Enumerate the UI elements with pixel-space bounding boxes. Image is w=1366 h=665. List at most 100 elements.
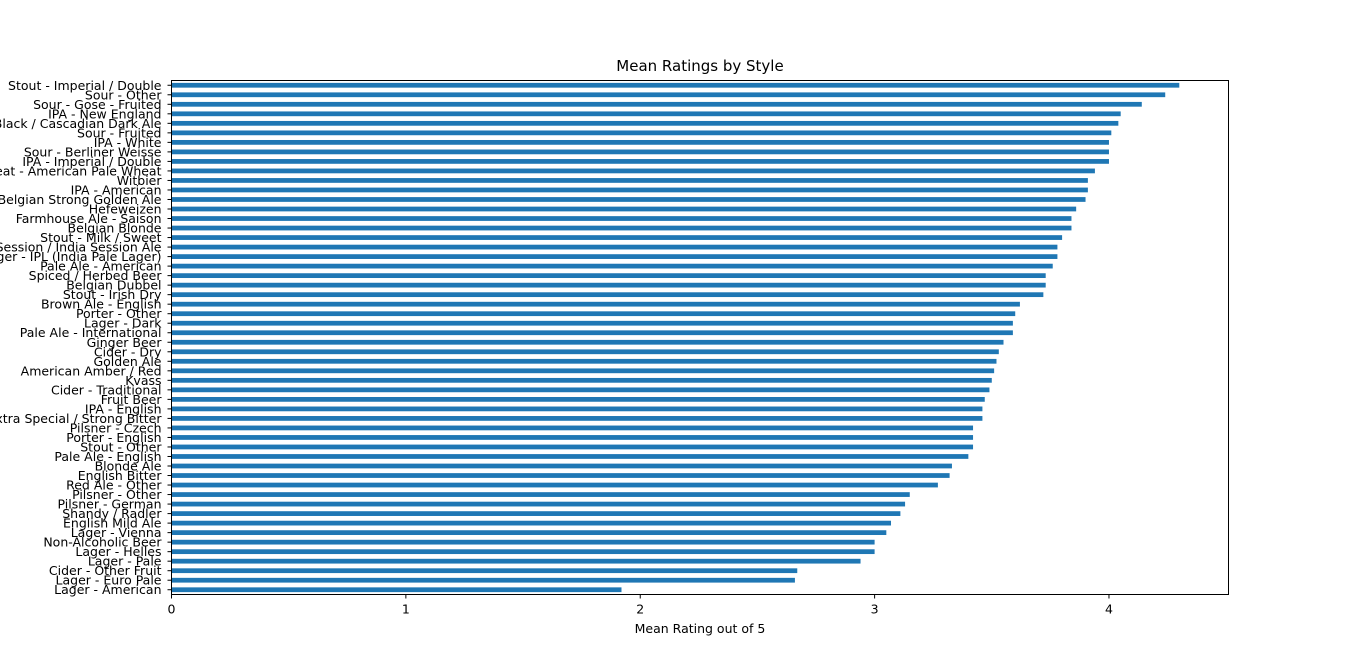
bar: [171, 530, 887, 536]
y-tick-label: Sour - Gose - Fruited: [33, 97, 161, 112]
bar: [171, 235, 1063, 240]
x-tick-label: 1: [402, 602, 410, 617]
bar: [171, 92, 1166, 98]
y-tick-label: IPA - Imperial / Double: [22, 154, 161, 169]
x-axis-label: Mean Rating out of 5: [635, 621, 766, 636]
y-tick-label: Stout - Milk / Sweet: [40, 230, 161, 245]
y-tick-label: Lager - Helles: [75, 544, 161, 559]
bar: [171, 482, 938, 488]
bar: [171, 463, 952, 469]
y-tick-label: Cider - Other Fruit: [49, 563, 162, 578]
bar: [171, 396, 985, 402]
y-tick-label: Porter - Other: [76, 306, 162, 321]
bar: [171, 520, 892, 526]
bar: [171, 206, 1077, 212]
bar: [171, 587, 622, 593]
y-tick-label: IPA - American: [71, 182, 162, 197]
y-tick-label: Belgian Blonde: [68, 221, 162, 236]
y-tick-label: Session / India Session Ale: [0, 240, 162, 255]
bar: [171, 301, 1020, 307]
y-tick-label: IPA - White: [94, 135, 162, 150]
y-tick-label: Sour - Other: [85, 87, 162, 102]
bar: [171, 358, 997, 364]
y-tick-label: IPA - New England: [48, 106, 161, 121]
y-tick-label: Black / Cascadian Dark Ale: [0, 116, 162, 131]
bar: [171, 473, 950, 478]
bar: [171, 577, 795, 583]
y-tick-label: Brown Ale - English: [41, 297, 162, 312]
bar: [171, 159, 1109, 164]
y-tick-label: Shandy / Radler: [62, 506, 162, 521]
y-tick-label: Sour - Berliner Weisse: [24, 144, 162, 159]
bar: [171, 339, 1004, 345]
bar: [171, 120, 1119, 126]
x-axis-ticks: 0 1 2 3 4: [168, 594, 1113, 617]
bar: [171, 425, 974, 431]
bar: [171, 406, 983, 412]
bar: [171, 168, 1095, 174]
y-tick-label: Hefeweizen: [89, 202, 162, 217]
y-tick-label: Pale Ale - English: [54, 449, 161, 464]
x-tick-label: 0: [168, 602, 176, 617]
bar: [171, 387, 990, 393]
y-tick-label: Cider - Traditional: [51, 382, 162, 397]
bar: [171, 549, 875, 555]
y-tick-label: Pilsner - Other: [72, 487, 162, 502]
y-tick-label: Stout - Irish Dry: [63, 287, 162, 302]
y-tick-label: Lager - Dark: [84, 316, 162, 331]
y-tick-label: Lager - American: [54, 582, 161, 597]
y-tick-label: Belgian Strong Golden Ale: [0, 192, 162, 207]
bar: [171, 139, 1109, 145]
y-tick-label: Ginger Beer: [87, 335, 163, 350]
y-tick-label: Fruit Beer: [101, 392, 163, 407]
bar: [171, 558, 861, 564]
y-tick-label: Cider - Dry: [94, 344, 162, 359]
y-tick-label: Belgian Dubbel: [66, 278, 161, 293]
y-tick-label: Porter - English: [66, 430, 161, 445]
y-tick-label: Golden Ale: [93, 354, 161, 369]
bar: [171, 435, 974, 440]
bar: [171, 254, 1058, 259]
y-tick-label: Spiced / Herbed Beer: [29, 268, 163, 283]
y-tick-label: Sour - Fruited: [77, 125, 161, 140]
bar: [171, 416, 983, 421]
y-tick-label: English Bitter: [78, 468, 163, 483]
bar: [171, 568, 798, 574]
bar: [171, 197, 1086, 202]
bar: [171, 368, 995, 374]
y-tick-label: Pilsner - Czech: [70, 420, 162, 435]
bar: [171, 501, 906, 507]
y-tick-label: Extra Special / Strong Bitter: [0, 411, 162, 426]
y-tick-label: Witbier: [117, 173, 163, 188]
y-tick-label: Red Ale - Other: [66, 478, 162, 493]
bar: [171, 444, 974, 450]
y-tick-label: English Mild Ale: [63, 516, 162, 531]
bar: [171, 273, 1046, 279]
bar: [171, 511, 901, 516]
y-tick-label: American Amber / Red: [21, 363, 162, 378]
bar: [171, 330, 1013, 336]
bar: [171, 320, 1013, 326]
y-tick-label: Kvass: [125, 373, 161, 388]
bar: [171, 263, 1053, 269]
bar: [171, 111, 1121, 117]
y-tick-label: Pale Ale - American: [40, 259, 161, 274]
y-tick-label: IPA - English: [85, 401, 162, 416]
bar: [171, 282, 1046, 288]
bar: [171, 454, 969, 459]
bar: [171, 101, 1142, 107]
plot-frame: [171, 80, 1229, 595]
y-tick-label: Farmhouse Ale - Saison: [16, 211, 162, 226]
x-tick-label: 2: [636, 602, 644, 617]
bar: [171, 178, 1088, 183]
bar: [171, 82, 1180, 88]
bar: [171, 292, 1044, 298]
x-tick-label: 3: [871, 602, 879, 617]
x-tick-label: 4: [1105, 602, 1113, 617]
y-tick-label: Non-Alcoholic Beer: [43, 535, 162, 550]
y-tick-label: Lager - Pale: [88, 554, 162, 569]
bar: [171, 130, 1112, 136]
y-tick-label: Lager - IPL (India Pale Lager): [0, 249, 162, 264]
